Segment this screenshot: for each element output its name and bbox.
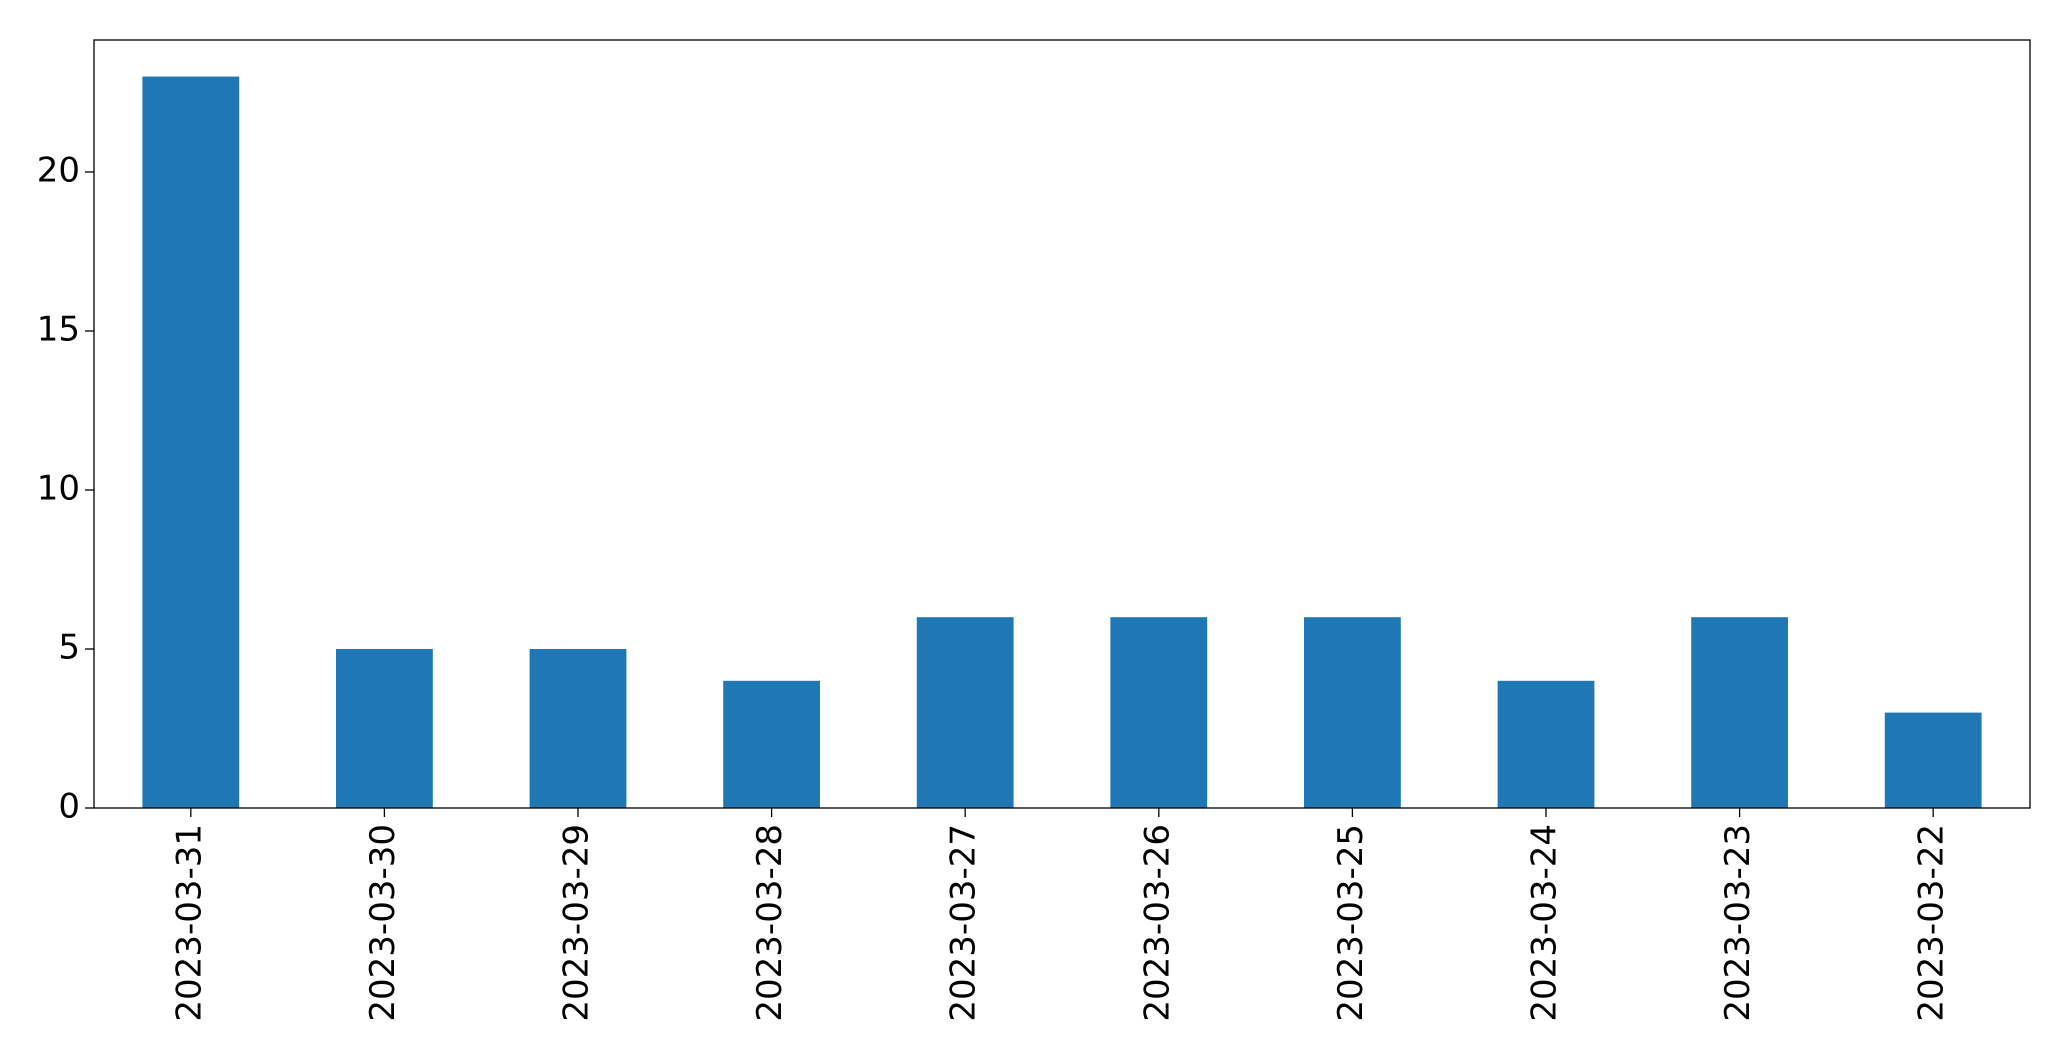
x-tick-label: 2023-03-25 xyxy=(1331,824,1371,1022)
plot-frame xyxy=(93,39,2031,809)
bar xyxy=(723,680,820,808)
x-tick-label: 2023-03-24 xyxy=(1525,824,1565,1022)
bar xyxy=(916,617,1014,808)
bar xyxy=(336,648,433,808)
x-tick-label: 2023-03-31 xyxy=(169,824,209,1022)
x-tick-label: 2023-03-26 xyxy=(1137,824,1177,1022)
y-tick-label: 20 xyxy=(37,150,80,190)
x-tick-label: 2023-03-27 xyxy=(944,824,984,1022)
bar xyxy=(1497,680,1595,808)
bar xyxy=(1304,617,1401,808)
y-tick-label: 10 xyxy=(37,468,80,508)
y-tick-label: 5 xyxy=(58,627,80,667)
x-tick-label: 2023-03-23 xyxy=(1718,824,1758,1022)
x-tick-label: 2023-03-28 xyxy=(750,824,790,1022)
bar xyxy=(1110,617,1208,808)
bar xyxy=(529,648,627,808)
x-tick-label: 2023-03-22 xyxy=(1912,824,1952,1022)
bar xyxy=(1884,712,1982,808)
y-tick-label: 15 xyxy=(37,309,80,349)
x-tick-label: 2023-03-29 xyxy=(557,824,597,1022)
bar xyxy=(142,76,240,809)
x-tick-label: 2023-03-30 xyxy=(363,824,403,1022)
bar xyxy=(1691,617,1788,808)
y-tick-label: 0 xyxy=(58,787,80,827)
